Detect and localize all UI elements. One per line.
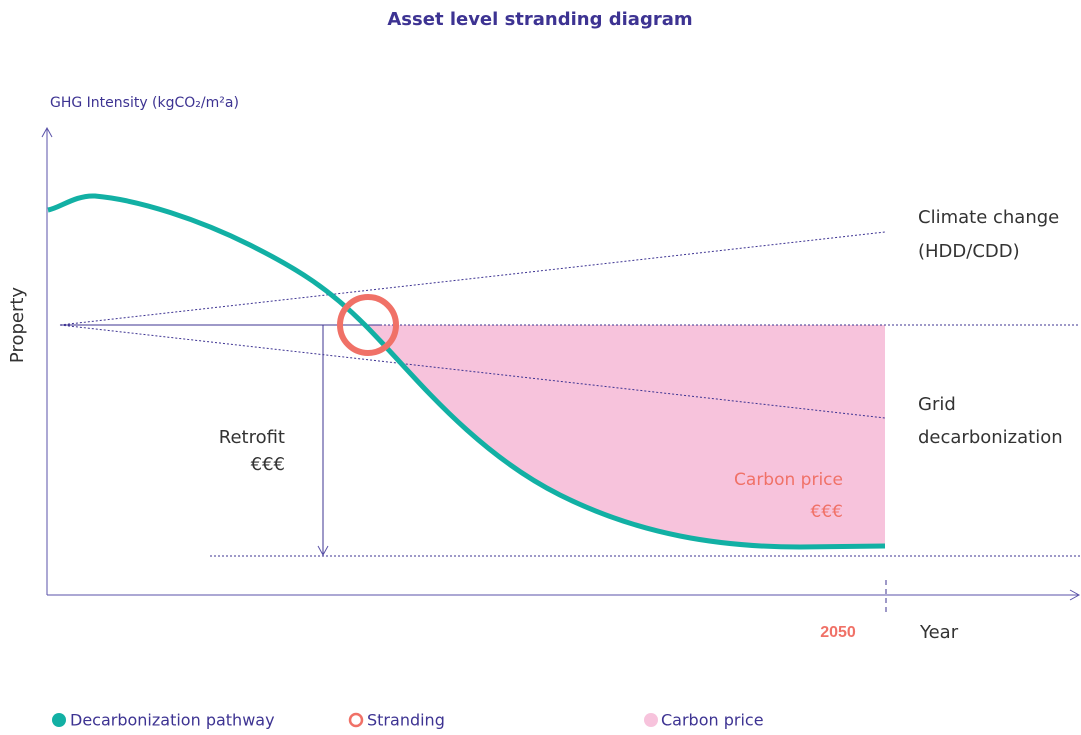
annotation: €€€ <box>811 502 843 522</box>
x-marker-label: 2050 <box>820 624 856 641</box>
annotation: Grid <box>918 394 956 415</box>
legend-label: Stranding <box>367 711 445 730</box>
legend-swatch <box>52 713 66 727</box>
legend-label: Decarbonization pathway <box>70 711 275 730</box>
legend-swatch <box>348 712 364 728</box>
annotation: decarbonization <box>918 427 1063 448</box>
stranding-point <box>337 294 399 356</box>
y-axis-label: GHG Intensity (kgCO₂/m²a) <box>50 95 239 111</box>
annotation: Carbon price <box>734 470 843 490</box>
title: Asset level stranding diagram <box>387 9 692 30</box>
legend-label: Carbon price <box>661 711 764 730</box>
decarbonization-pathway <box>47 193 886 550</box>
annotation: (HDD/CDD) <box>918 241 1020 262</box>
x-axis-label: Year <box>919 622 959 643</box>
carbon-price-area <box>365 325 885 547</box>
annotation: €€€ <box>251 454 285 475</box>
side-label: Property <box>7 287 28 364</box>
annotation: Climate change <box>918 207 1059 228</box>
climate-line <box>59 231 886 326</box>
annotation: Retrofit <box>219 427 285 448</box>
legend-swatch <box>644 713 658 727</box>
